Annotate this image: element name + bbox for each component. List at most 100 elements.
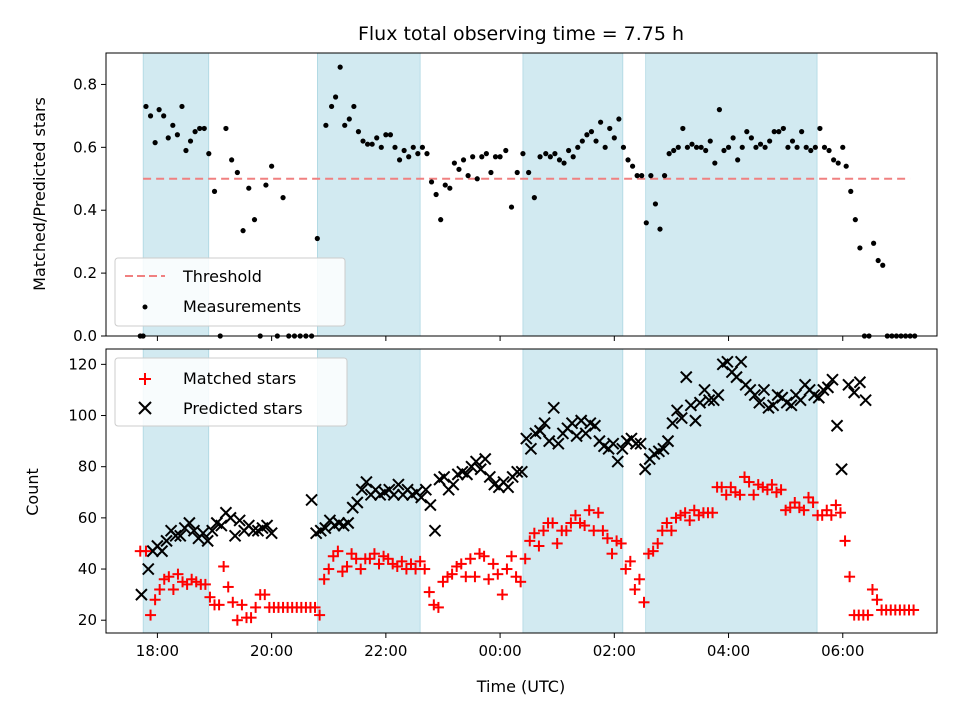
matched-star-point xyxy=(145,609,157,621)
measurement-point xyxy=(508,204,515,210)
matched-star-point xyxy=(492,568,504,580)
measurement-point xyxy=(465,173,471,179)
measurement-point xyxy=(240,228,246,234)
measurement-point xyxy=(342,122,348,128)
matched-star-point xyxy=(373,558,385,570)
measurement-point xyxy=(785,144,791,150)
matched-star-point xyxy=(720,489,732,501)
predicted-star-point xyxy=(533,424,547,438)
measurement-point xyxy=(438,217,444,223)
measurement-point xyxy=(552,151,558,157)
measurement-point xyxy=(526,169,532,176)
predicted-star-point xyxy=(830,419,844,432)
matched-star-point xyxy=(515,576,527,588)
matched-star-point xyxy=(355,563,367,575)
predicted-star-point xyxy=(142,562,155,576)
matched-star-point xyxy=(323,563,335,575)
measurement-point xyxy=(360,138,366,144)
matched-star-point xyxy=(167,584,179,596)
measurement-point xyxy=(857,245,863,251)
measurement-point xyxy=(479,154,485,160)
predicted-star-point xyxy=(748,388,762,402)
measurement-point xyxy=(744,129,750,135)
matched-star-point xyxy=(839,535,851,547)
matched-star-point xyxy=(423,586,435,598)
predicted-star-point xyxy=(675,411,688,425)
measurement-point xyxy=(497,154,503,160)
measurement-point xyxy=(483,151,489,157)
measurement-point xyxy=(280,195,286,201)
predicted-star-point xyxy=(730,370,743,384)
measurement-point xyxy=(684,144,691,150)
predicted-star-point xyxy=(835,463,848,476)
bottom-x-tick-label: 04:00 xyxy=(707,642,750,660)
predicted-star-point xyxy=(351,496,364,509)
measurement-point xyxy=(447,185,453,191)
measurement-point xyxy=(428,179,435,185)
measurement-point xyxy=(812,144,818,150)
predicted-star-point xyxy=(689,414,702,427)
legend-threshold-label: Threshold xyxy=(182,267,262,286)
matched-star-point xyxy=(537,525,549,537)
predicted-star-point xyxy=(693,396,707,409)
legend-matched-label: Matched stars xyxy=(183,369,296,388)
predicted-star-point xyxy=(565,416,579,430)
matched-star-point xyxy=(579,520,591,532)
measurement-point xyxy=(739,144,745,150)
measurement-point xyxy=(337,64,343,70)
matched-star-point xyxy=(615,537,627,549)
matched-star-point xyxy=(432,601,444,613)
legend-measurements-label: Measurements xyxy=(183,297,301,316)
matched-star-point xyxy=(318,573,330,585)
measurement-point xyxy=(165,135,171,141)
matched-star-point xyxy=(140,545,152,557)
predicted-star-point xyxy=(424,498,437,512)
matched-star-point xyxy=(259,589,271,601)
measurement-point xyxy=(680,125,686,132)
predicted-star-point xyxy=(460,468,474,481)
measurement-point xyxy=(675,144,681,150)
matched-star-point xyxy=(419,563,431,575)
measurement-point xyxy=(767,138,773,144)
matched-star-point xyxy=(446,568,458,580)
predicted-star-point xyxy=(702,393,716,407)
predicted-star-point xyxy=(479,452,492,466)
bottom-x-tick-label: 20:00 xyxy=(250,642,293,660)
bottom-x-tick-label: 00:00 xyxy=(478,642,521,660)
matched-star-point xyxy=(172,568,184,580)
measurement-point xyxy=(634,173,640,179)
matched-star-point xyxy=(830,499,842,511)
measurement-point xyxy=(584,132,590,138)
measurement-point xyxy=(629,163,636,169)
measurement-point xyxy=(211,188,218,194)
matched-star-point xyxy=(250,601,262,613)
predicted-star-point xyxy=(821,381,835,394)
measurement-point xyxy=(776,129,782,135)
predicted-star-point xyxy=(826,373,839,386)
predicted-star-point xyxy=(666,416,679,430)
predicted-star-point xyxy=(360,475,373,489)
predicted-star-point xyxy=(155,544,169,558)
measurement-point xyxy=(821,144,828,150)
measurement-point xyxy=(666,151,672,157)
predicted-star-point xyxy=(483,470,497,484)
measurement-point xyxy=(716,107,722,113)
measurement-point xyxy=(707,138,713,144)
measurement-point xyxy=(269,163,275,169)
top-y-tick-label: 0.2 xyxy=(73,264,97,282)
measurement-point xyxy=(852,217,858,223)
predicted-star-point xyxy=(734,355,748,368)
matched-star-point xyxy=(908,604,920,616)
measurement-point xyxy=(488,169,494,176)
predicted-star-point xyxy=(469,455,483,468)
matched-star-point xyxy=(501,563,513,575)
top-y-tick-label: 0.8 xyxy=(73,75,97,93)
measurement-point xyxy=(625,157,631,163)
measurement-point xyxy=(451,160,457,166)
matched-star-point xyxy=(629,584,641,596)
bottom-plot-frame xyxy=(105,348,938,634)
measurement-point xyxy=(346,116,352,122)
predicted-star-point xyxy=(616,442,629,455)
measurement-point xyxy=(648,173,654,179)
top-y-tick-label: 0.0 xyxy=(73,327,97,345)
